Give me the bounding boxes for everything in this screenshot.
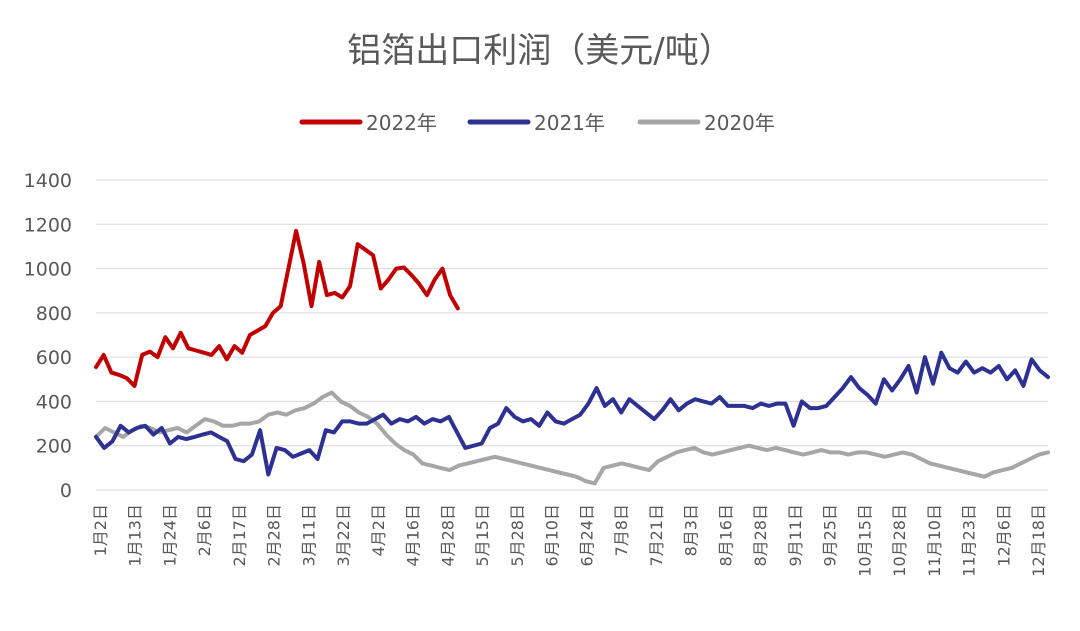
chart-title: 铝箔出口利润（美元/吨） bbox=[347, 31, 732, 71]
x-tick-label: 2月6日 bbox=[195, 504, 214, 556]
x-tick-label: 3月22日 bbox=[334, 504, 353, 567]
x-tick-label: 7月8日 bbox=[612, 504, 631, 556]
y-tick-label: 800 bbox=[36, 303, 72, 325]
x-tick-label: 9月11日 bbox=[786, 504, 805, 567]
x-tick-label: 2月17日 bbox=[230, 504, 249, 567]
y-tick-label: 600 bbox=[36, 347, 72, 369]
legend-label-2020: 2020年 bbox=[704, 111, 775, 135]
x-tick-label: 10月15日 bbox=[855, 504, 874, 577]
y-tick-label: 200 bbox=[36, 436, 72, 458]
x-tick-label: 4月28日 bbox=[438, 504, 457, 567]
y-tick-label: 1400 bbox=[24, 170, 72, 192]
y-tick-label: 400 bbox=[36, 391, 72, 413]
x-tick-label: 8月16日 bbox=[716, 504, 735, 567]
gridlines bbox=[96, 179, 1048, 491]
legend-label-2022: 2022年 bbox=[366, 111, 437, 135]
x-tick-label: 5月28日 bbox=[508, 504, 527, 567]
y-tick-label: 1200 bbox=[24, 214, 72, 236]
y-tick-label: 0 bbox=[60, 480, 72, 502]
plot-area bbox=[94, 228, 1050, 486]
x-tick-label: 1月24日 bbox=[160, 504, 179, 567]
series-line-2020年 bbox=[94, 390, 1050, 486]
x-tick-label: 5月15日 bbox=[473, 504, 492, 567]
x-tick-label: 8月28日 bbox=[751, 504, 770, 567]
x-tick-label: 8月3日 bbox=[682, 504, 701, 556]
x-tick-label: 4月2日 bbox=[369, 504, 388, 556]
x-tick-label: 1月13日 bbox=[126, 504, 145, 567]
x-tick-label: 6月24日 bbox=[577, 504, 596, 567]
x-tick-label: 11月23日 bbox=[960, 504, 979, 577]
y-axis: 0 200 400 600 800 1000 1200 1400 bbox=[24, 170, 72, 502]
x-tick-label: 9月25日 bbox=[821, 504, 840, 567]
x-tick-label: 1月2日 bbox=[91, 504, 110, 556]
x-tick-label: 3月11日 bbox=[299, 504, 318, 567]
x-tick-label: 11月10日 bbox=[925, 504, 944, 577]
x-axis: 1月2日 1月13日 1月24日 2月6日 2月17日 2月28日 3月11日 3月22日 4月… bbox=[91, 504, 1048, 577]
x-tick-label: 7月21日 bbox=[647, 504, 666, 567]
x-tick-label: 4月16日 bbox=[404, 504, 423, 567]
legend: 2022年 2021年 2020年 bbox=[299, 111, 775, 135]
x-tick-label: 2月28日 bbox=[265, 504, 284, 567]
series-line-2022年 bbox=[94, 228, 460, 388]
legend-label-2021: 2021年 bbox=[534, 111, 605, 135]
x-tick-label: 10月28日 bbox=[890, 504, 909, 577]
x-tick-label: 12月6日 bbox=[994, 504, 1013, 567]
y-tick-label: 1000 bbox=[24, 259, 72, 281]
x-tick-label: 6月10日 bbox=[543, 504, 562, 567]
x-tick-label: 12月18日 bbox=[1029, 504, 1048, 577]
series-line-2021年 bbox=[94, 350, 1050, 477]
